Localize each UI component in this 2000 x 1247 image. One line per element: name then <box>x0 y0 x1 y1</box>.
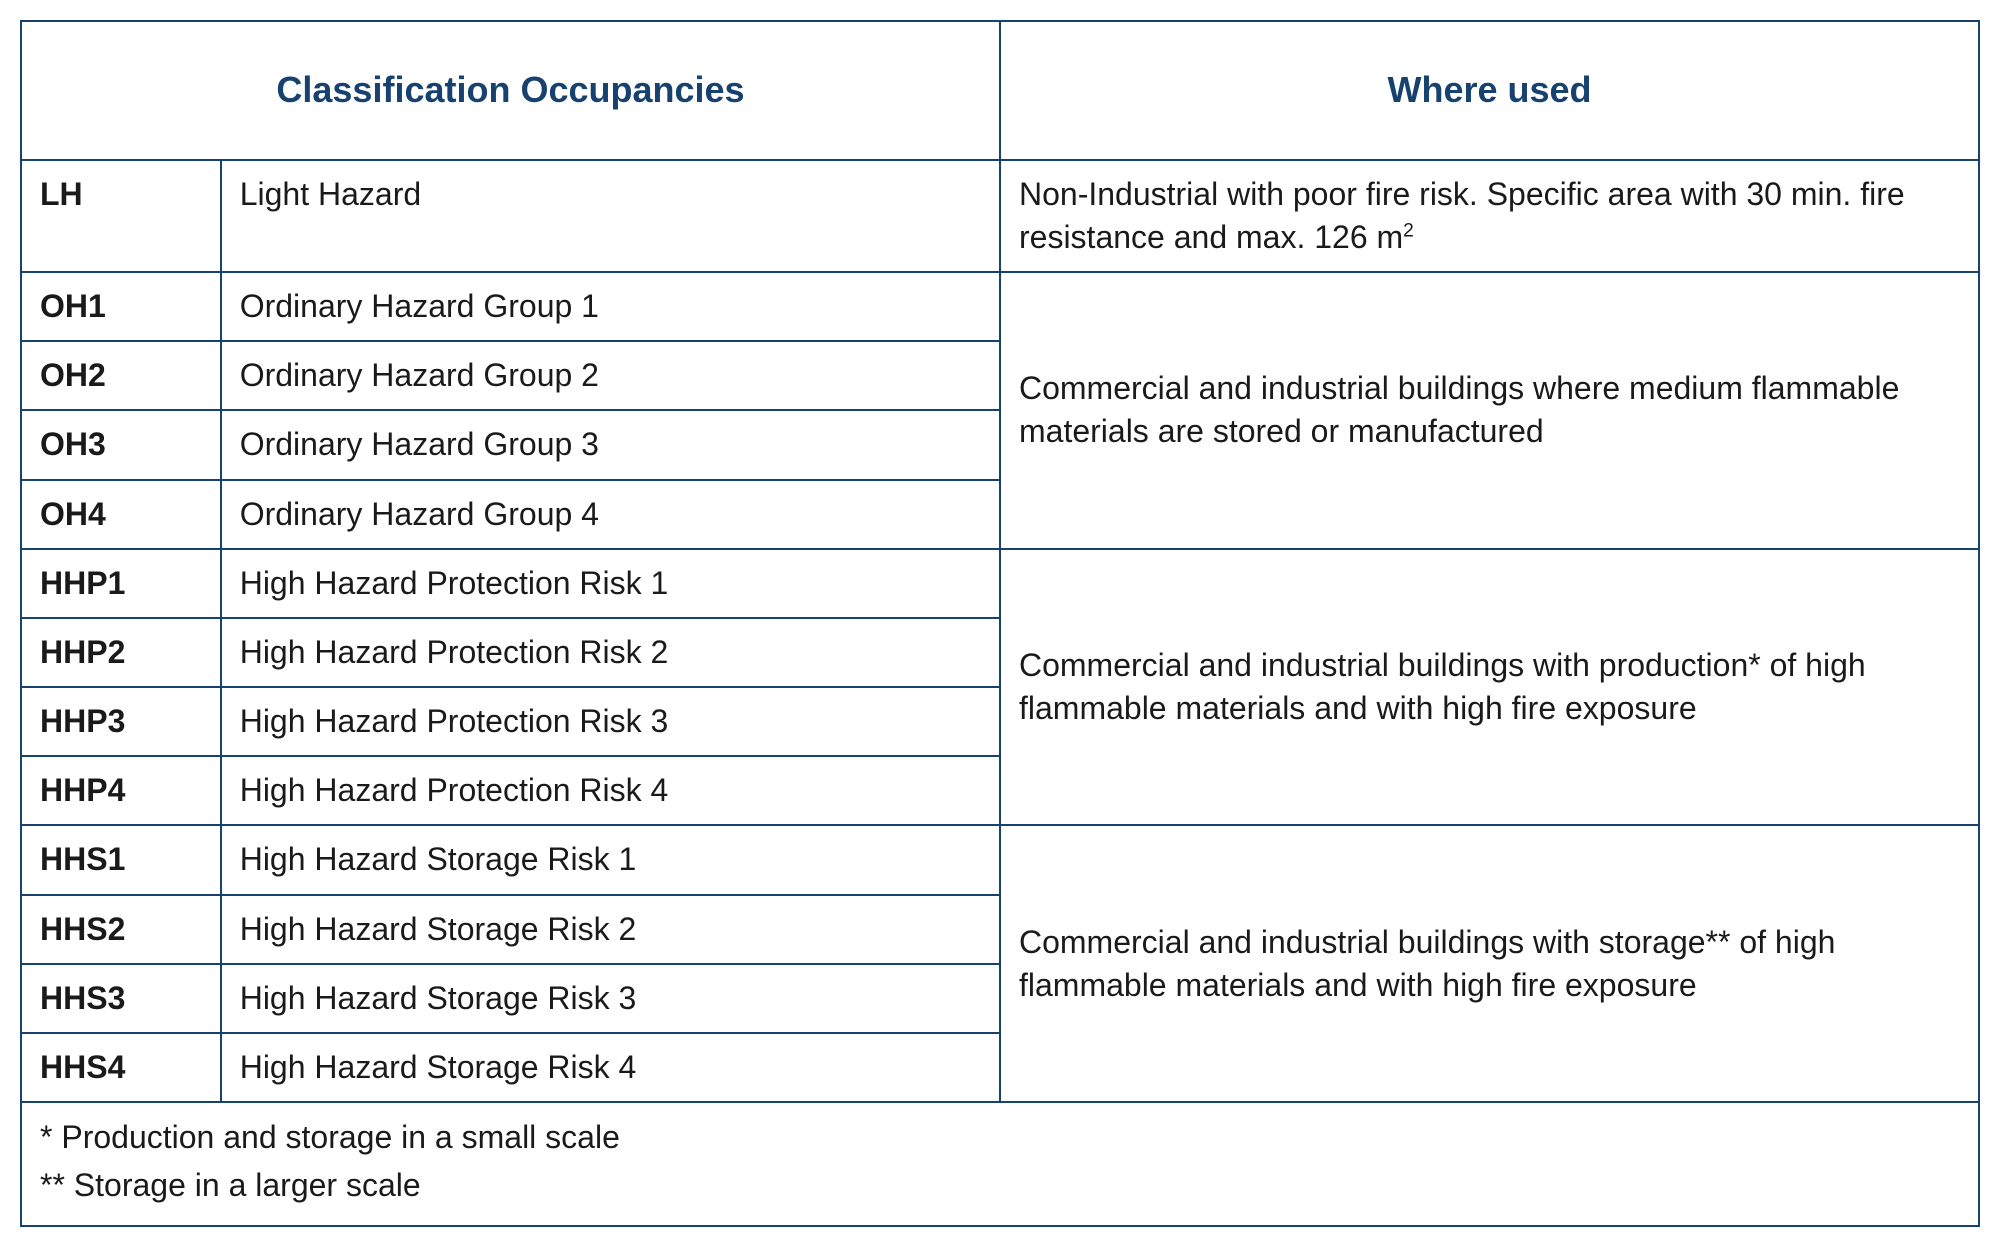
classification-name: High Hazard Protection Risk 3 <box>221 687 1000 756</box>
classification-name: Light Hazard <box>221 160 1000 272</box>
classification-name: High Hazard Storage Risk 4 <box>221 1033 1000 1102</box>
classification-name: High Hazard Storage Risk 3 <box>221 964 1000 1033</box>
classification-name: Ordinary Hazard Group 3 <box>221 410 1000 479</box>
table-row: LHLight HazardNon-Industrial with poor f… <box>21 160 1979 272</box>
classification-name: High Hazard Protection Risk 1 <box>221 549 1000 618</box>
footnote-line: * Production and storage in a small scal… <box>40 1113 1960 1161</box>
classification-code: HHS4 <box>21 1033 221 1102</box>
classification-code: OH1 <box>21 272 221 341</box>
classification-code: HHP3 <box>21 687 221 756</box>
header-where-used: Where used <box>1000 21 1979 160</box>
classification-code: HHP1 <box>21 549 221 618</box>
table-header-row: Classification Occupancies Where used <box>21 21 1979 160</box>
classification-code: HHP4 <box>21 756 221 825</box>
classification-code: OH2 <box>21 341 221 410</box>
classification-code: OH4 <box>21 480 221 549</box>
footnote-line: ** Storage in a larger scale <box>40 1161 1960 1209</box>
classification-code: HHS2 <box>21 895 221 964</box>
classification-name: Ordinary Hazard Group 2 <box>221 341 1000 410</box>
classification-name: High Hazard Protection Risk 2 <box>221 618 1000 687</box>
classification-code: LH <box>21 160 221 272</box>
classification-table-container: Classification Occupancies Where used LH… <box>20 20 1980 1227</box>
classification-name: High Hazard Storage Risk 1 <box>221 825 1000 894</box>
classification-name: High Hazard Protection Risk 4 <box>221 756 1000 825</box>
table-row: OH1Ordinary Hazard Group 1Commercial and… <box>21 272 1979 341</box>
header-classification: Classification Occupancies <box>21 21 1000 160</box>
classification-name: Ordinary Hazard Group 1 <box>221 272 1000 341</box>
table-row: HHS1High Hazard Storage Risk 1Commercial… <box>21 825 1979 894</box>
classification-code: HHS3 <box>21 964 221 1033</box>
where-used: Commercial and industrial buildings wher… <box>1000 272 1979 549</box>
footnote-row: * Production and storage in a small scal… <box>21 1102 1979 1226</box>
where-used: Commercial and industrial buildings with… <box>1000 549 1979 826</box>
classification-code: OH3 <box>21 410 221 479</box>
table-row: HHP1High Hazard Protection Risk 1Commerc… <box>21 549 1979 618</box>
where-used: Non-Industrial with poor fire risk. Spec… <box>1000 160 1979 272</box>
where-used: Commercial and industrial buildings with… <box>1000 825 1979 1102</box>
classification-table: Classification Occupancies Where used LH… <box>20 20 1980 1227</box>
classification-name: Ordinary Hazard Group 4 <box>221 480 1000 549</box>
classification-name: High Hazard Storage Risk 2 <box>221 895 1000 964</box>
table-body: LHLight HazardNon-Industrial with poor f… <box>21 160 1979 1227</box>
classification-code: HHP2 <box>21 618 221 687</box>
classification-code: HHS1 <box>21 825 221 894</box>
footnote-cell: * Production and storage in a small scal… <box>21 1102 1979 1226</box>
